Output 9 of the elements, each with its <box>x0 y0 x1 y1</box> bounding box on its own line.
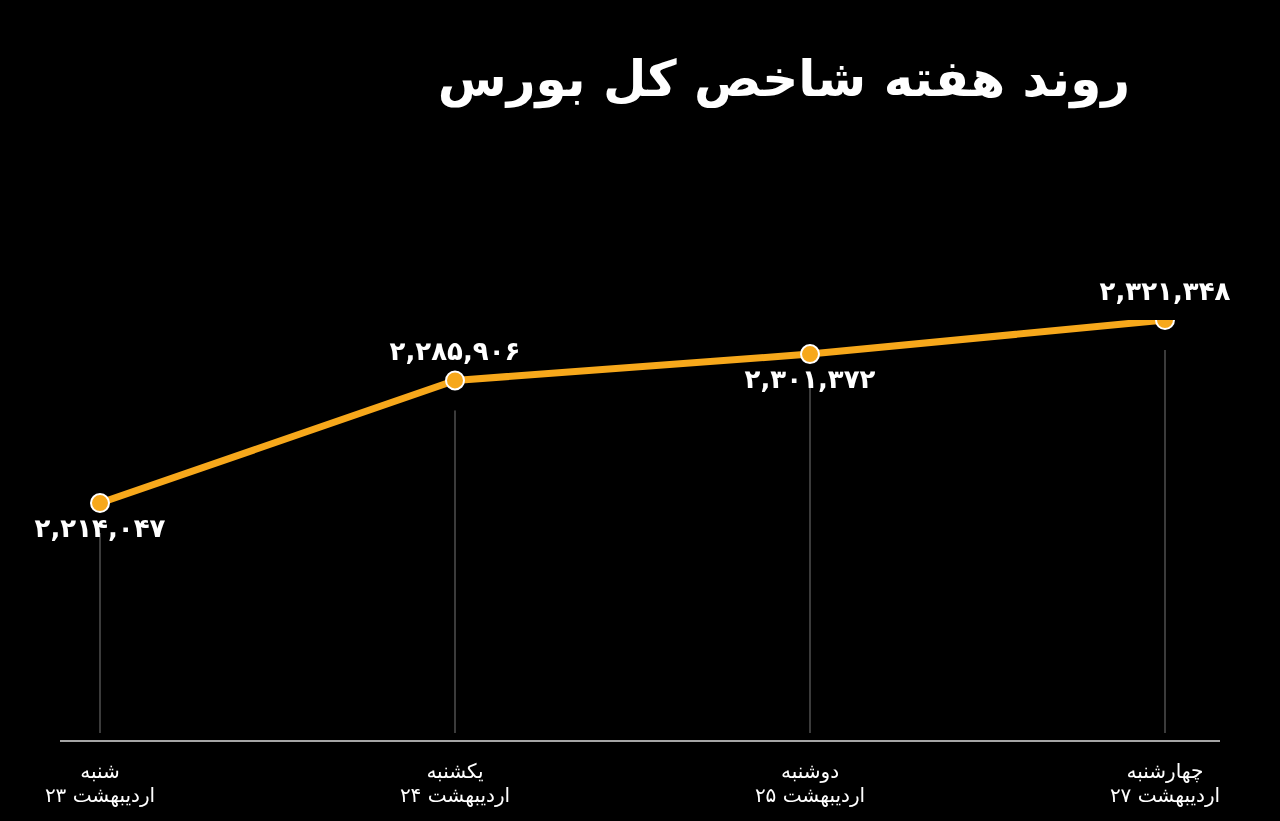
x-tick-label: چهارشنبه ۲۷ اردیبهشت <box>1109 759 1221 808</box>
data-label: ۲,۲۱۴,۰۴۷ <box>34 512 166 543</box>
x-tick-label: شنبه ۲۳ اردیبهشت <box>44 759 156 808</box>
data-label: ۲,۳۲۱,۳۴۸ <box>1099 275 1231 306</box>
x-tick-label: یکشنبه ۲۴ اردیبهشت <box>399 759 511 808</box>
x-tick-label: دوشنبه ۲۵ اردیبهشت <box>754 759 866 808</box>
chart-title: روند هفته شاخص کل بورس <box>437 50 1130 108</box>
data-label: ۲,۳۰۱,۳۷۲ <box>744 363 876 394</box>
data-label: ۲,۲۸۵,۹۰۶ <box>389 336 521 367</box>
